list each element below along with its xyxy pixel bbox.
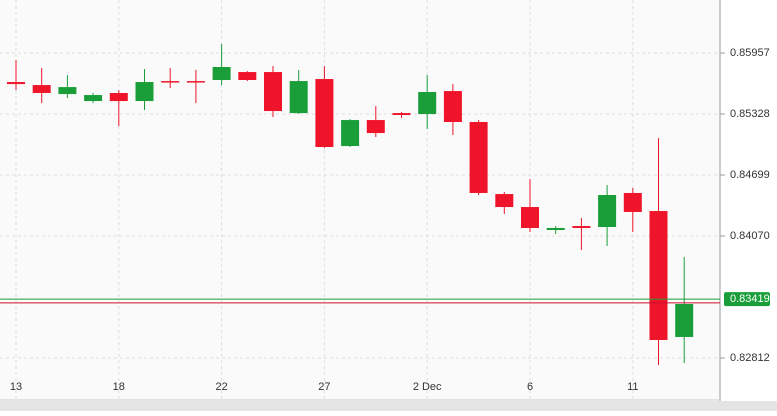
candle-body xyxy=(7,82,25,85)
price-label-box xyxy=(724,292,770,307)
price-label: 0.83419 xyxy=(730,293,770,305)
candle-body xyxy=(84,95,103,102)
candle-body xyxy=(289,81,308,114)
candle-body xyxy=(392,113,411,116)
candle-body xyxy=(443,91,462,122)
x-tick-label: 27 xyxy=(318,381,330,393)
candle-body xyxy=(572,226,591,228)
candle-body xyxy=(212,67,231,80)
candle-body xyxy=(315,79,334,148)
y-tick-label: 0.84699 xyxy=(730,169,770,181)
y-tick-label: 0.85957 xyxy=(730,47,770,59)
candle-body xyxy=(649,211,668,340)
candle-body xyxy=(32,85,51,93)
candle-body xyxy=(469,121,488,193)
candle-body xyxy=(598,195,617,228)
candle-body xyxy=(341,120,360,147)
candle-body xyxy=(58,87,77,95)
x-tick-label: 18 xyxy=(113,381,125,393)
candle-body xyxy=(675,304,694,337)
candle-body xyxy=(418,92,437,115)
candle-body xyxy=(238,72,257,80)
candle-body xyxy=(109,92,128,102)
candle-body xyxy=(623,192,642,212)
y-tick-label: 0.84070 xyxy=(730,230,770,242)
candle-body xyxy=(495,194,514,208)
y-tick-label: 0.85328 xyxy=(730,108,770,120)
x-tick-label: 22 xyxy=(215,381,227,393)
x-tick-label: 2 Dec xyxy=(413,381,442,393)
x-tick-label: 13 xyxy=(10,381,22,393)
candle-body xyxy=(186,81,205,83)
candle-body xyxy=(264,72,282,112)
candle-body xyxy=(366,120,385,134)
y-tick-label: 0.82812 xyxy=(730,352,770,364)
x-tick-label: 6 xyxy=(527,381,533,393)
candle-body xyxy=(161,81,180,83)
scrollbar xyxy=(0,401,777,411)
candle-body xyxy=(521,207,539,228)
candle-body xyxy=(546,227,565,231)
x-tick-label: 11 xyxy=(627,381,638,393)
candle-body xyxy=(135,82,154,102)
